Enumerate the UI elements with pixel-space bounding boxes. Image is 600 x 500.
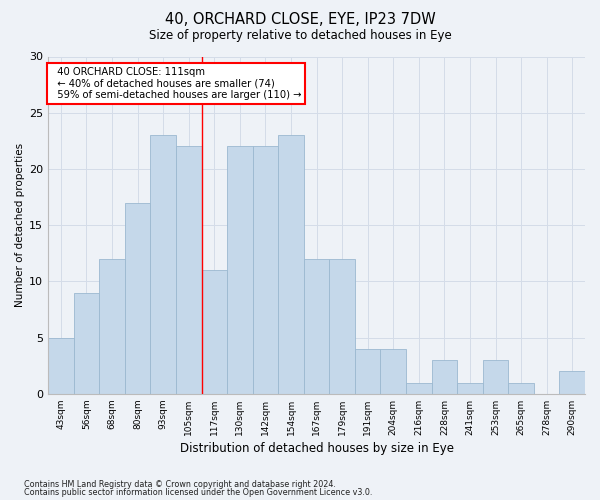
Bar bbox=[253, 146, 278, 394]
Bar bbox=[457, 382, 483, 394]
Bar bbox=[99, 259, 125, 394]
Bar bbox=[202, 270, 227, 394]
Bar bbox=[355, 349, 380, 394]
Bar bbox=[380, 349, 406, 394]
Bar bbox=[406, 382, 431, 394]
Text: Contains public sector information licensed under the Open Government Licence v3: Contains public sector information licen… bbox=[24, 488, 373, 497]
X-axis label: Distribution of detached houses by size in Eye: Distribution of detached houses by size … bbox=[179, 442, 454, 455]
Bar bbox=[508, 382, 534, 394]
Bar bbox=[74, 292, 99, 394]
Y-axis label: Number of detached properties: Number of detached properties bbox=[15, 143, 25, 307]
Bar bbox=[176, 146, 202, 394]
Text: 40 ORCHARD CLOSE: 111sqm
  ← 40% of detached houses are smaller (74)
  59% of se: 40 ORCHARD CLOSE: 111sqm ← 40% of detach… bbox=[51, 66, 301, 100]
Bar bbox=[48, 338, 74, 394]
Bar bbox=[151, 135, 176, 394]
Bar bbox=[559, 372, 585, 394]
Bar bbox=[278, 135, 304, 394]
Text: Size of property relative to detached houses in Eye: Size of property relative to detached ho… bbox=[149, 29, 451, 42]
Text: 40, ORCHARD CLOSE, EYE, IP23 7DW: 40, ORCHARD CLOSE, EYE, IP23 7DW bbox=[164, 12, 436, 28]
Bar bbox=[227, 146, 253, 394]
Bar bbox=[483, 360, 508, 394]
Bar bbox=[329, 259, 355, 394]
Text: Contains HM Land Registry data © Crown copyright and database right 2024.: Contains HM Land Registry data © Crown c… bbox=[24, 480, 336, 489]
Bar bbox=[304, 259, 329, 394]
Bar bbox=[431, 360, 457, 394]
Bar bbox=[125, 202, 151, 394]
